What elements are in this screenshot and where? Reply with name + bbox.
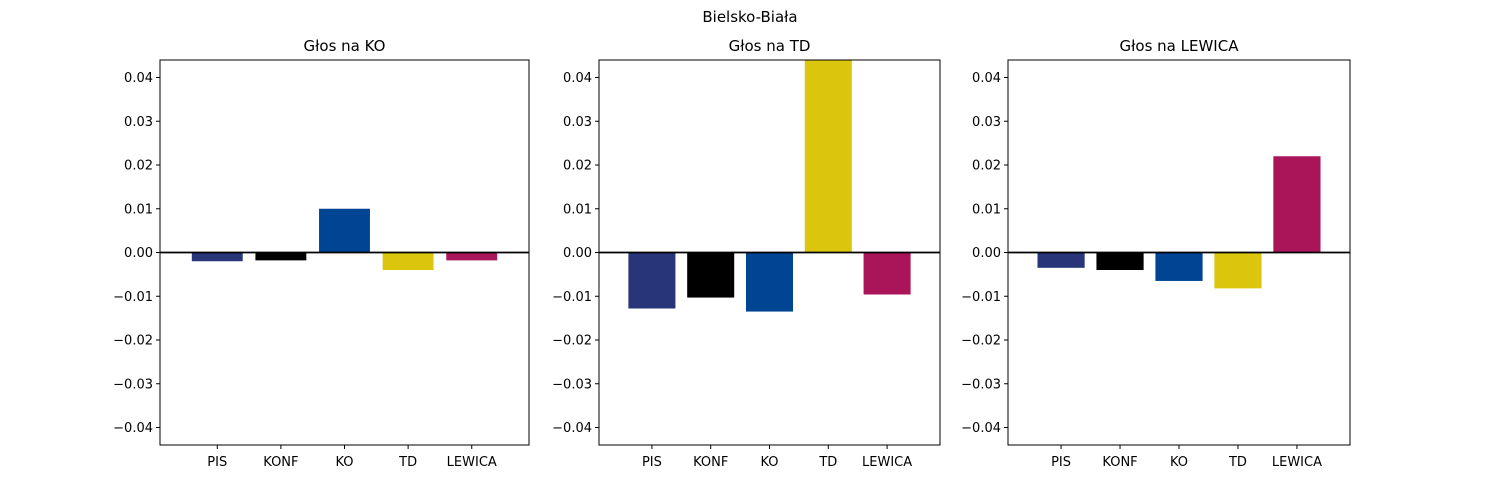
- x-tick-label-konf: KONF: [1102, 455, 1137, 470]
- bar-konf: [255, 252, 307, 261]
- x-tick-label-ko: KO: [760, 455, 778, 470]
- x-tick-label-lewica: LEWICA: [447, 455, 497, 470]
- x-tick-label-td: TD: [398, 455, 417, 470]
- y-tick-label: −0.02: [961, 334, 1001, 349]
- bar-td: [1214, 252, 1262, 289]
- y-tick-label: 0.04: [563, 71, 592, 86]
- panel-td: Głos na TD −0.04 −0.03 −0.02 −0.01 0.00 0.01 0.…: [552, 37, 941, 470]
- y-tick-label: 0.03: [972, 115, 1001, 130]
- bar-ko: [745, 252, 794, 312]
- bar-pis: [191, 252, 243, 262]
- bar-ko: [1155, 252, 1203, 281]
- panel-title: Głos na KO: [304, 37, 386, 55]
- bar-group: [1037, 156, 1321, 289]
- bar-konf: [687, 252, 735, 298]
- y-tick-label: 0.01: [124, 202, 153, 217]
- bar-pis: [1037, 252, 1085, 268]
- y-tick-label: 0.02: [563, 159, 592, 174]
- y-tick-label: −0.04: [961, 421, 1001, 436]
- y-tick-label: 0.03: [563, 115, 592, 130]
- bar-konf: [1096, 252, 1144, 270]
- y-tick-label: −0.03: [961, 377, 1001, 392]
- y-tick-label: 0.04: [124, 71, 153, 86]
- y-tick-label: −0.03: [552, 377, 592, 392]
- bar-lewica: [1273, 156, 1321, 253]
- x-tick-label-ko: KO: [335, 455, 353, 470]
- y-tick-label: 0.01: [563, 202, 592, 217]
- y-tick-label: −0.01: [113, 290, 153, 305]
- x-tick-label-lewica: LEWICA: [862, 455, 912, 470]
- x-tick-label-konf: KONF: [263, 455, 298, 470]
- y-tick-label: 0.00: [124, 246, 153, 261]
- panel-title: Głos na TD: [729, 37, 811, 55]
- y-tick-label: −0.02: [552, 334, 592, 349]
- bar-td: [382, 252, 434, 270]
- x-tick-label-konf: KONF: [693, 455, 728, 470]
- y-tick-label: 0.02: [124, 159, 153, 174]
- x-tick-label-td: TD: [818, 455, 837, 470]
- x-tick-label-pis: PIS: [1051, 455, 1071, 470]
- y-tick-label: 0.04: [972, 71, 1001, 86]
- figure-suptitle: Bielsko-Biała: [702, 8, 797, 26]
- bar-ko: [319, 208, 370, 253]
- bar-group: [191, 208, 498, 270]
- y-tick-label: 0.03: [124, 115, 153, 130]
- panel-title: Głos na LEWICA: [1120, 37, 1240, 55]
- y-tick-label: −0.04: [552, 421, 592, 436]
- y-tick-label: −0.02: [113, 334, 153, 349]
- panel-lewica: Głos na LEWICA −0.04 −0.03 −0.02 −0.01 0.00 0.…: [961, 37, 1351, 470]
- y-tick-label: 0.02: [972, 159, 1001, 174]
- x-tick-label-ko: KO: [1170, 455, 1188, 470]
- y-tick-label: 0.00: [563, 246, 592, 261]
- bar-lewica: [863, 252, 911, 295]
- panel-ko: Głos na KO −0.04 −0.03 −0.02 −0.01 0.00 0.01 0.…: [113, 37, 530, 470]
- y-tick-label: 0.00: [972, 246, 1001, 261]
- bar-pis: [628, 252, 676, 309]
- y-tick-label: −0.01: [552, 290, 592, 305]
- x-tick-label-pis: PIS: [207, 455, 227, 470]
- bar-group: [628, 60, 911, 312]
- y-tick-label: 0.01: [972, 202, 1001, 217]
- x-tick-label-pis: PIS: [642, 455, 662, 470]
- y-tick-label: −0.04: [113, 421, 153, 436]
- y-tick-label: −0.03: [113, 377, 153, 392]
- x-tick-label-td: TD: [1228, 455, 1247, 470]
- x-tick-label-lewica: LEWICA: [1272, 455, 1322, 470]
- bar-lewica: [446, 252, 498, 261]
- y-tick-label: −0.01: [961, 290, 1001, 305]
- bar-td: [804, 60, 852, 253]
